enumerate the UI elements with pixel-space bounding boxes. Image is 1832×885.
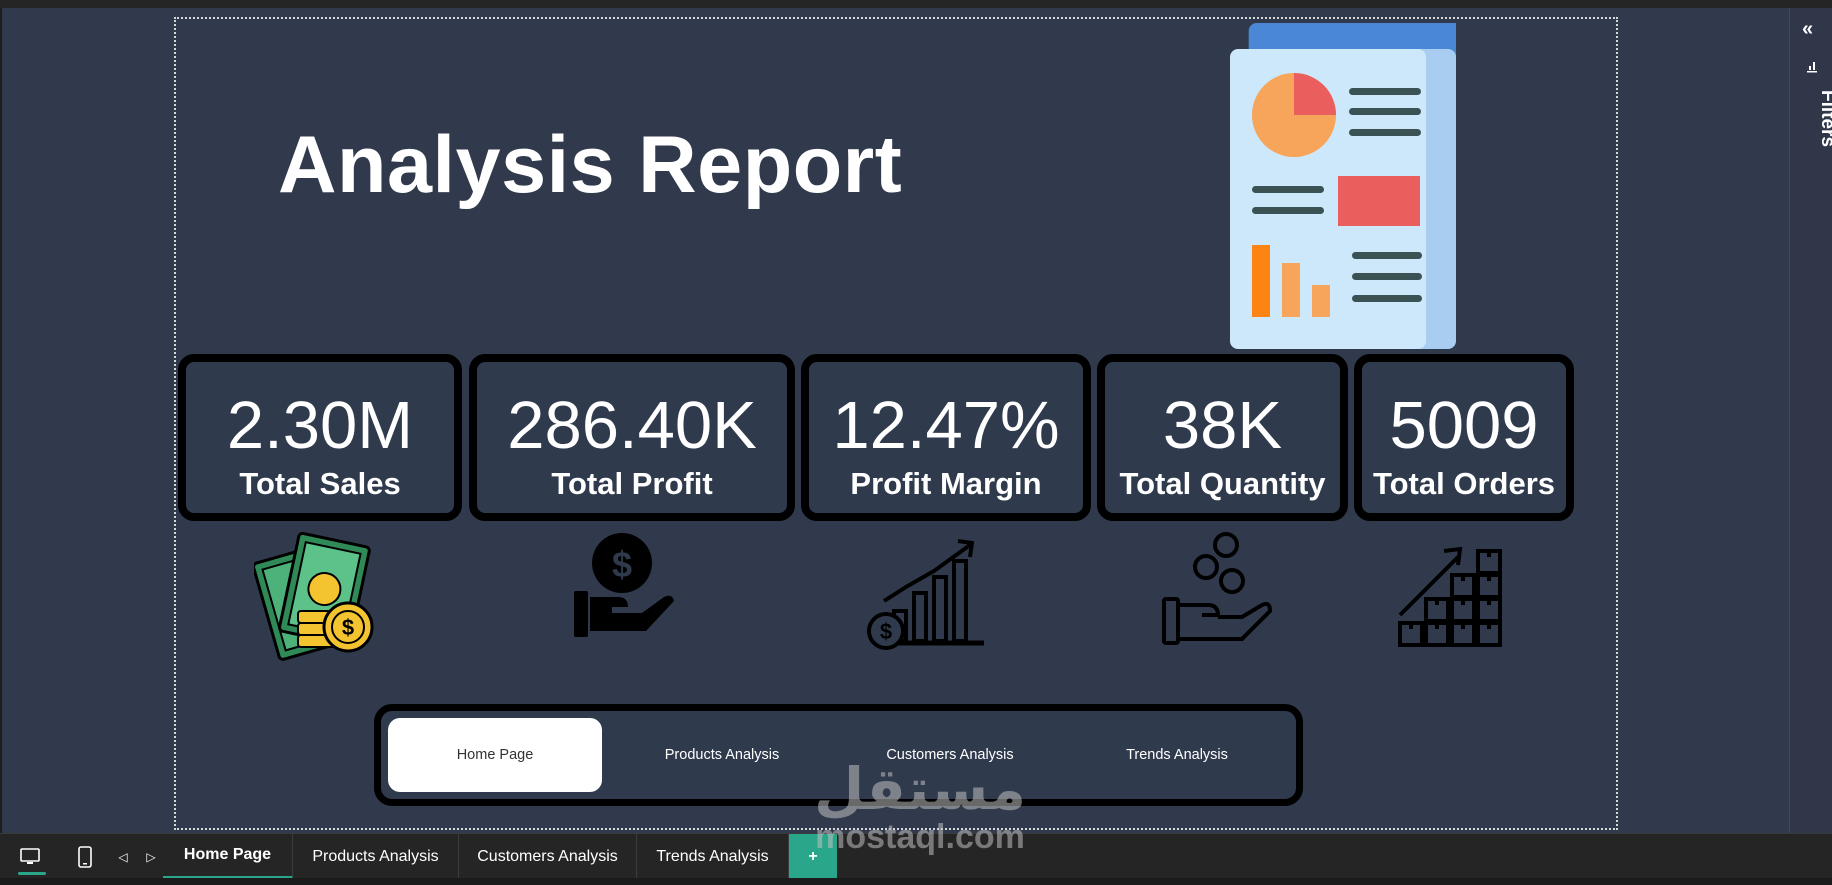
bottom-strip [0, 878, 1832, 885]
next-page-icon[interactable]: ▷ [146, 849, 156, 864]
nav-button-home[interactable]: Home Page [388, 718, 602, 792]
nav-button-customers-analysis[interactable]: Customers Analysis [886, 747, 1014, 763]
kpi-label: Total Profit [551, 466, 713, 501]
filters-pane: « Filters [1789, 8, 1832, 833]
filters-pane-label[interactable]: Filters [1817, 90, 1832, 148]
page-tab-bar: ◁ ▷ Home Page Products Analysis Customer… [0, 833, 1832, 879]
money-stack-icon: $ [254, 531, 374, 661]
report-canvas: Analysis Report 2.30M Total Sales 286.40… [174, 17, 1618, 830]
kpi-label: Total Quantity [1119, 466, 1326, 501]
filter-icon [1807, 62, 1817, 73]
svg-text:$: $ [342, 615, 354, 640]
kpi-card-total-sales: 2.30M Total Sales [178, 354, 462, 521]
kpi-card-total-quantity: 38K Total Quantity [1097, 354, 1348, 521]
kpi-value: 12.47% [832, 388, 1060, 463]
prev-page-icon[interactable]: ◁ [118, 849, 128, 864]
desktop-view-icon[interactable] [10, 834, 50, 879]
kpi-value: 38K [1162, 388, 1283, 463]
growth-chart-icon: $ [867, 539, 984, 650]
kpi-label: Profit Margin [850, 466, 1042, 501]
nav-button-products-analysis[interactable]: Products Analysis [664, 747, 780, 763]
kpi-card-total-orders: 5009 Total Orders [1354, 354, 1574, 521]
tab-home-page[interactable]: Home Page [163, 834, 293, 879]
coins-hand-icon [1162, 532, 1273, 645]
svg-text:$: $ [880, 619, 892, 644]
kpi-value: 286.40K [507, 388, 757, 463]
profit-hand-icon: $ [574, 533, 674, 637]
kpi-card-total-profit: 286.40K Total Profit [469, 354, 795, 521]
page-title: Analysis Report [278, 120, 903, 210]
tab-products-analysis[interactable]: Products Analysis [293, 834, 459, 879]
top-strip [0, 0, 1832, 8]
mobile-view-icon[interactable] [65, 834, 105, 879]
tab-customers-analysis[interactable]: Customers Analysis [459, 834, 637, 879]
kpi-value: 5009 [1389, 388, 1539, 463]
add-page-button[interactable]: + [789, 834, 837, 879]
boxes-growth-icon [1398, 546, 1502, 647]
kpi-label: Total Sales [239, 466, 401, 501]
page-navigator: Home Page Products Analysis Customers An… [374, 704, 1303, 806]
double-chevron-left-icon[interactable]: « [1802, 18, 1814, 40]
kpi-card-profit-margin: 12.47% Profit Margin [801, 354, 1091, 521]
kpi-label: Total Orders [1372, 466, 1556, 501]
kpi-value: 2.30M [226, 388, 414, 463]
nav-button-trends-analysis[interactable]: Trends Analysis [1126, 747, 1228, 763]
left-edge [0, 8, 2, 833]
tab-trends-analysis[interactable]: Trends Analysis [637, 834, 789, 879]
svg-text:$: $ [612, 544, 632, 585]
report-document-icon [1230, 23, 1456, 349]
